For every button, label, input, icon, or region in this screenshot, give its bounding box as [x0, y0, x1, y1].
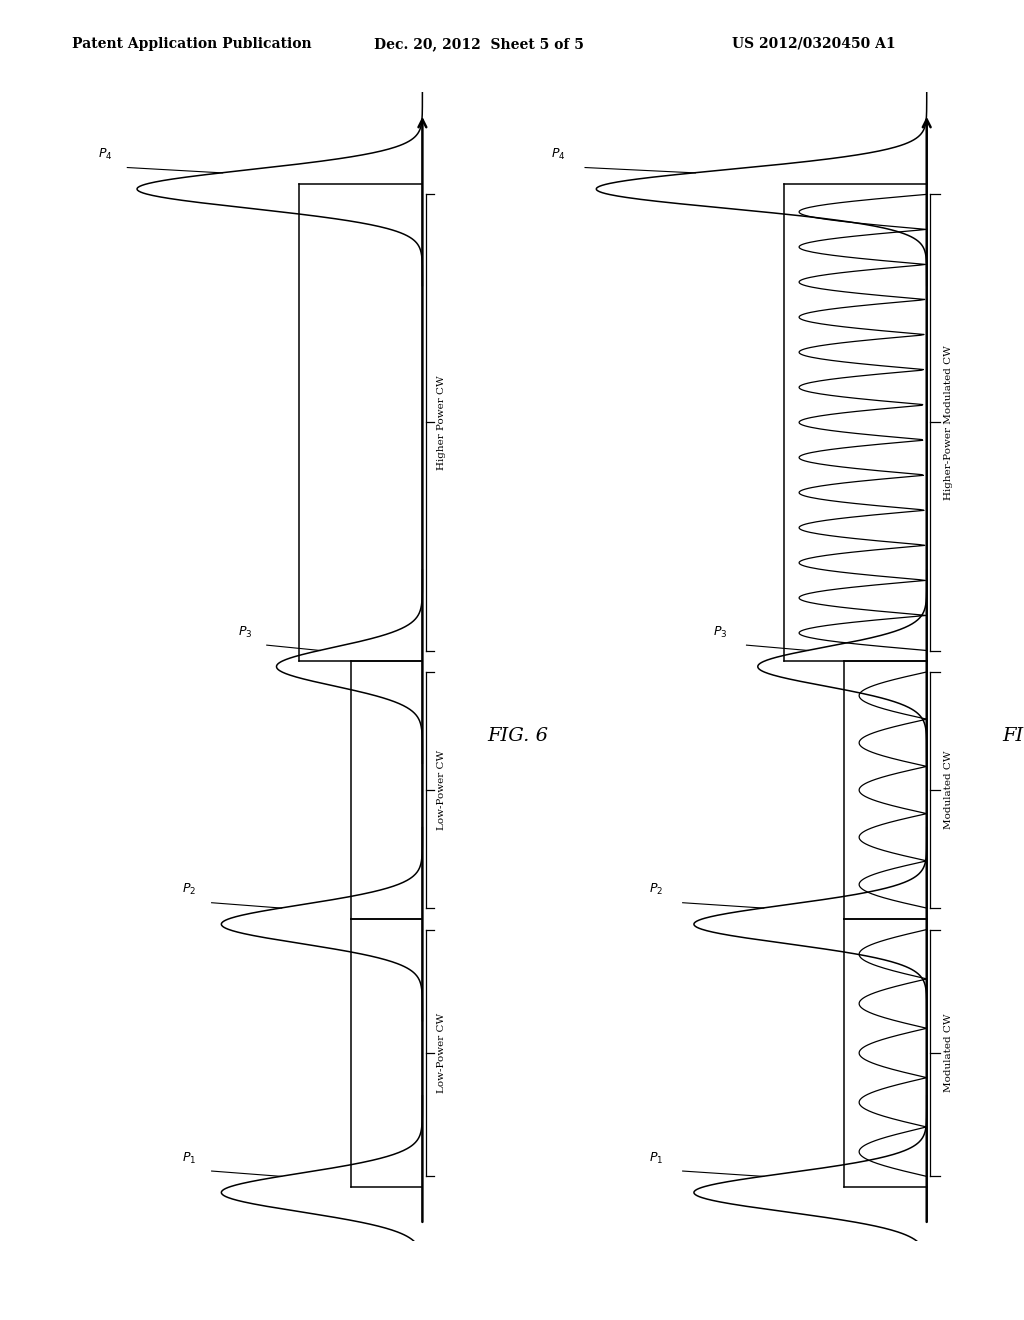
- Text: $P_{2}$: $P_{2}$: [182, 882, 197, 898]
- Text: FIG. 7: FIG. 7: [1001, 727, 1024, 746]
- Text: Patent Application Publication: Patent Application Publication: [72, 37, 311, 51]
- Text: Higher-Power Modulated CW: Higher-Power Modulated CW: [944, 345, 952, 500]
- Text: Dec. 20, 2012  Sheet 5 of 5: Dec. 20, 2012 Sheet 5 of 5: [374, 37, 584, 51]
- Text: Low-Power CW: Low-Power CW: [437, 750, 446, 830]
- Text: Modulated CW: Modulated CW: [944, 751, 952, 829]
- Text: FIG. 6: FIG. 6: [487, 727, 548, 746]
- Text: $P_{3}$: $P_{3}$: [713, 624, 727, 640]
- Text: Low-Power CW: Low-Power CW: [437, 1012, 446, 1093]
- Text: $P_{4}$: $P_{4}$: [551, 147, 566, 162]
- Text: US 2012/0320450 A1: US 2012/0320450 A1: [732, 37, 896, 51]
- Text: $P_{1}$: $P_{1}$: [182, 1151, 197, 1166]
- Text: Higher Power CW: Higher Power CW: [437, 375, 446, 470]
- Text: $P_{3}$: $P_{3}$: [238, 624, 252, 640]
- Text: $P_{2}$: $P_{2}$: [649, 882, 663, 898]
- Text: Modulated CW: Modulated CW: [944, 1014, 952, 1092]
- Text: $P_{1}$: $P_{1}$: [649, 1151, 664, 1166]
- Text: $P_{4}$: $P_{4}$: [98, 147, 113, 162]
